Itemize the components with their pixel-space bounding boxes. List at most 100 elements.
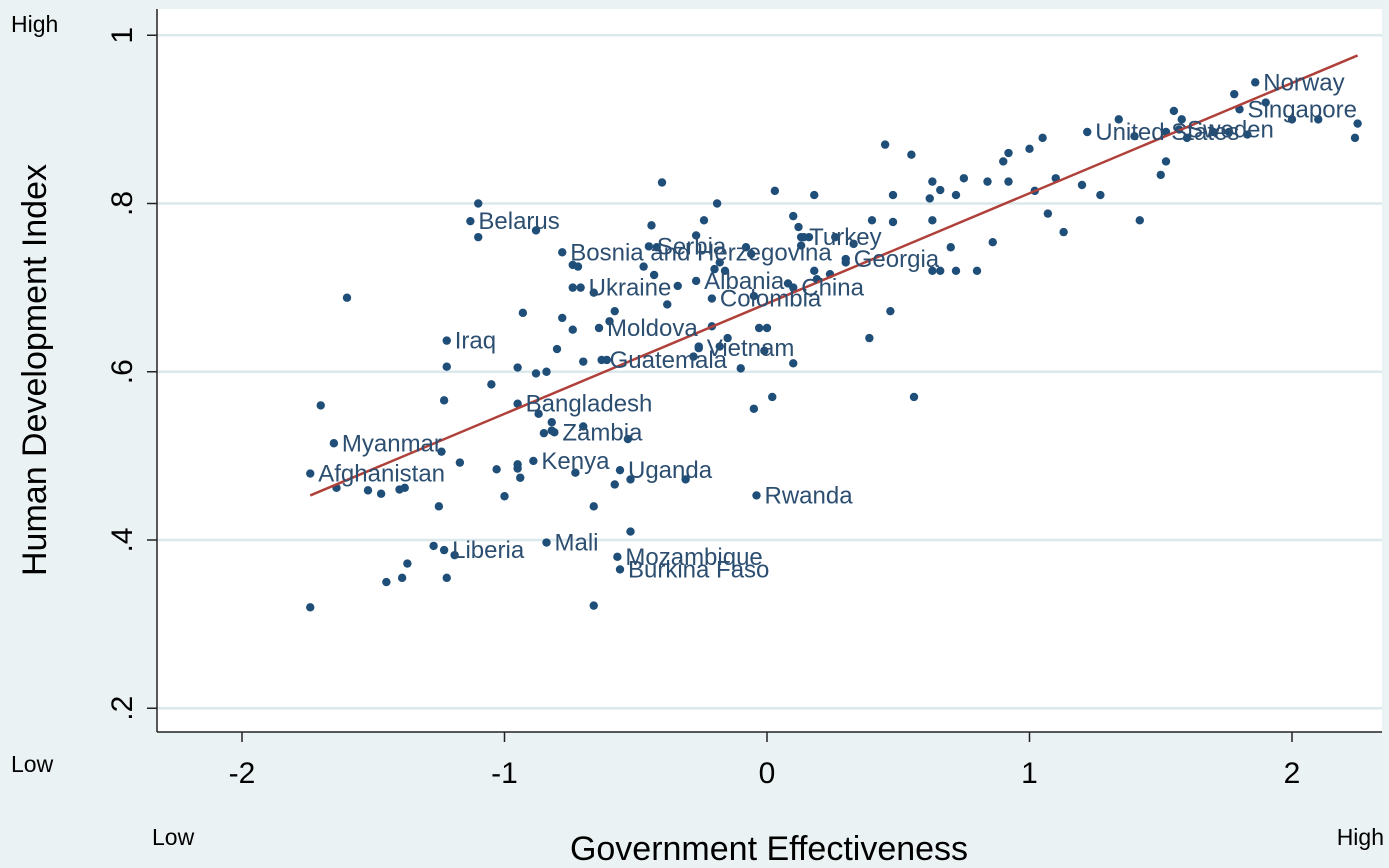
data-point <box>531 369 541 378</box>
data-point <box>376 489 386 498</box>
data-point <box>579 357 588 366</box>
data-point <box>316 401 325 410</box>
data-point <box>689 352 698 361</box>
data-point-moldova <box>594 323 604 333</box>
data-point <box>342 293 352 302</box>
data-point <box>747 249 756 259</box>
data-point <box>928 177 937 186</box>
point-label: Mozambique <box>625 544 762 571</box>
data-point <box>589 601 598 610</box>
data-point <box>946 243 955 252</box>
y-axis-low-label: Low <box>11 751 54 777</box>
data-point <box>1353 119 1362 128</box>
data-point <box>1161 157 1171 166</box>
data-point <box>579 422 588 431</box>
data-point <box>1077 180 1087 190</box>
point-label: Ukraine <box>589 275 672 302</box>
data-point <box>959 174 969 183</box>
data-point <box>547 418 556 427</box>
point-label: United States <box>1095 119 1239 146</box>
data-point <box>568 283 577 292</box>
data-point <box>1209 127 1218 137</box>
data-point-ukraine <box>576 283 585 292</box>
data-point <box>439 396 449 405</box>
data-point <box>741 243 751 252</box>
data-point <box>474 199 483 208</box>
data-point <box>1135 216 1144 225</box>
data-point <box>831 232 840 242</box>
data-point <box>1059 227 1068 237</box>
data-point <box>513 464 522 473</box>
point-label: Guatemala <box>610 347 728 374</box>
data-point-united-states <box>1083 127 1092 137</box>
data-point <box>610 306 619 316</box>
data-point-kenya <box>529 456 538 466</box>
data-point <box>907 150 916 159</box>
data-point-belarus <box>466 216 475 226</box>
data-point-zambia <box>550 428 559 437</box>
data-point-mali <box>542 538 551 547</box>
point-label: Colombia <box>720 286 822 313</box>
data-point <box>770 186 780 196</box>
data-point <box>749 404 759 413</box>
data-point <box>1156 170 1165 180</box>
data-point <box>492 465 501 474</box>
gridlines <box>157 34 1382 710</box>
data-point <box>928 216 937 225</box>
data-point-colombia <box>707 294 717 303</box>
data-point-iraq <box>442 336 451 345</box>
data-point <box>1177 115 1186 124</box>
data-point <box>363 486 373 495</box>
data-point <box>1004 148 1013 158</box>
data-point <box>936 185 945 195</box>
point-label: Vietnam <box>707 335 795 362</box>
data-point <box>691 231 701 240</box>
data-point <box>1243 130 1252 139</box>
data-point <box>804 232 814 242</box>
data-point <box>712 199 722 208</box>
data-point <box>610 480 619 489</box>
data-point-serbia <box>644 242 654 251</box>
point-label: Myanmar <box>342 430 442 457</box>
data-point <box>865 333 874 343</box>
data-point <box>429 541 438 551</box>
data-point-bangladesh <box>513 399 522 408</box>
data-point <box>1261 98 1270 107</box>
data-point <box>999 157 1008 166</box>
data-point <box>1004 177 1013 186</box>
x-tick-label: 1 <box>1021 757 1038 790</box>
data-point <box>909 392 919 402</box>
data-point <box>649 270 659 280</box>
y-tick-label: 1 <box>106 27 139 44</box>
data-point <box>789 359 798 368</box>
data-point <box>500 492 509 501</box>
ticks: .2 .4 .6 .8 1 -2 -1 0 1 2 <box>106 27 1300 790</box>
data-point <box>681 475 690 484</box>
data-point <box>1043 209 1053 218</box>
data-point <box>1287 115 1297 124</box>
x-axis-high-label: High <box>1337 824 1384 850</box>
point-label: Singapore <box>1248 96 1357 123</box>
data-point-liberia <box>439 545 449 555</box>
data-point-rwanda <box>752 491 761 500</box>
data-point <box>442 362 451 371</box>
data-point <box>534 409 543 419</box>
x-axis-low-label: Low <box>152 824 195 850</box>
data-point <box>589 502 598 511</box>
data-point <box>810 190 819 200</box>
data-point <box>571 468 580 477</box>
data-point-turkey <box>796 232 806 242</box>
data-point-uganda <box>615 465 625 475</box>
data-point <box>710 264 719 274</box>
y-axis-high-label: High <box>11 11 58 37</box>
data-point <box>736 364 745 373</box>
data-point <box>723 333 732 343</box>
y-tick-label: .2 <box>106 696 139 721</box>
x-tick-label: 2 <box>1284 757 1301 790</box>
point-label: Moldova <box>607 315 698 342</box>
point-label: Liberia <box>452 537 525 564</box>
data-point <box>437 447 446 456</box>
data-point <box>925 194 934 203</box>
